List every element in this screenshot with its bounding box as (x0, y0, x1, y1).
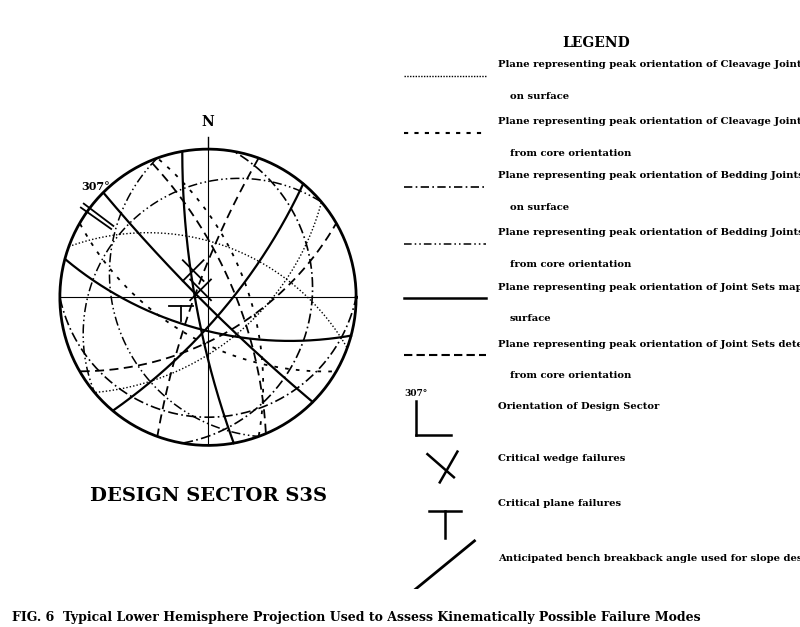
Text: Plane representing peak orientation of Joint Sets determined: Plane representing peak orientation of J… (498, 340, 800, 349)
Text: 307°: 307° (404, 389, 427, 398)
Text: surface: surface (510, 314, 551, 324)
Text: LEGEND: LEGEND (562, 36, 630, 50)
Text: from core orientation: from core orientation (510, 371, 631, 381)
Text: Critical plane failures: Critical plane failures (498, 499, 621, 508)
Text: Critical wedge failures: Critical wedge failures (498, 454, 626, 463)
Text: on surface: on surface (510, 92, 569, 101)
Text: Orientation of Design Sector: Orientation of Design Sector (498, 403, 659, 411)
Text: Plane representing peak orientation of Cleavage Joints mapped: Plane representing peak orientation of C… (498, 60, 800, 69)
Text: 307°: 307° (81, 181, 110, 192)
Text: from core orientation: from core orientation (510, 149, 631, 158)
Text: Plane representing peak orientation of Bedding Joints determined: Plane representing peak orientation of B… (498, 228, 800, 238)
Text: DESIGN SECTOR S3S: DESIGN SECTOR S3S (90, 487, 326, 505)
Text: on surface: on surface (510, 203, 569, 212)
Text: Plane representing peak orientation of Cleavage Joints determined: Plane representing peak orientation of C… (498, 117, 800, 126)
Text: Plane representing peak orientation of Bedding Joints mapped: Plane representing peak orientation of B… (498, 171, 800, 181)
Text: Plane representing peak orientation of Joint Sets mapped on: Plane representing peak orientation of J… (498, 283, 800, 292)
Text: N: N (202, 115, 214, 129)
Text: FIG. 6  Typical Lower Hemisphere Projection Used to Assess Kinematically Possibl: FIG. 6 Typical Lower Hemisphere Projecti… (12, 611, 701, 624)
Text: Anticipated bench breakback angle used for slope design: Anticipated bench breakback angle used f… (498, 554, 800, 562)
Text: from core orientation: from core orientation (510, 260, 631, 269)
